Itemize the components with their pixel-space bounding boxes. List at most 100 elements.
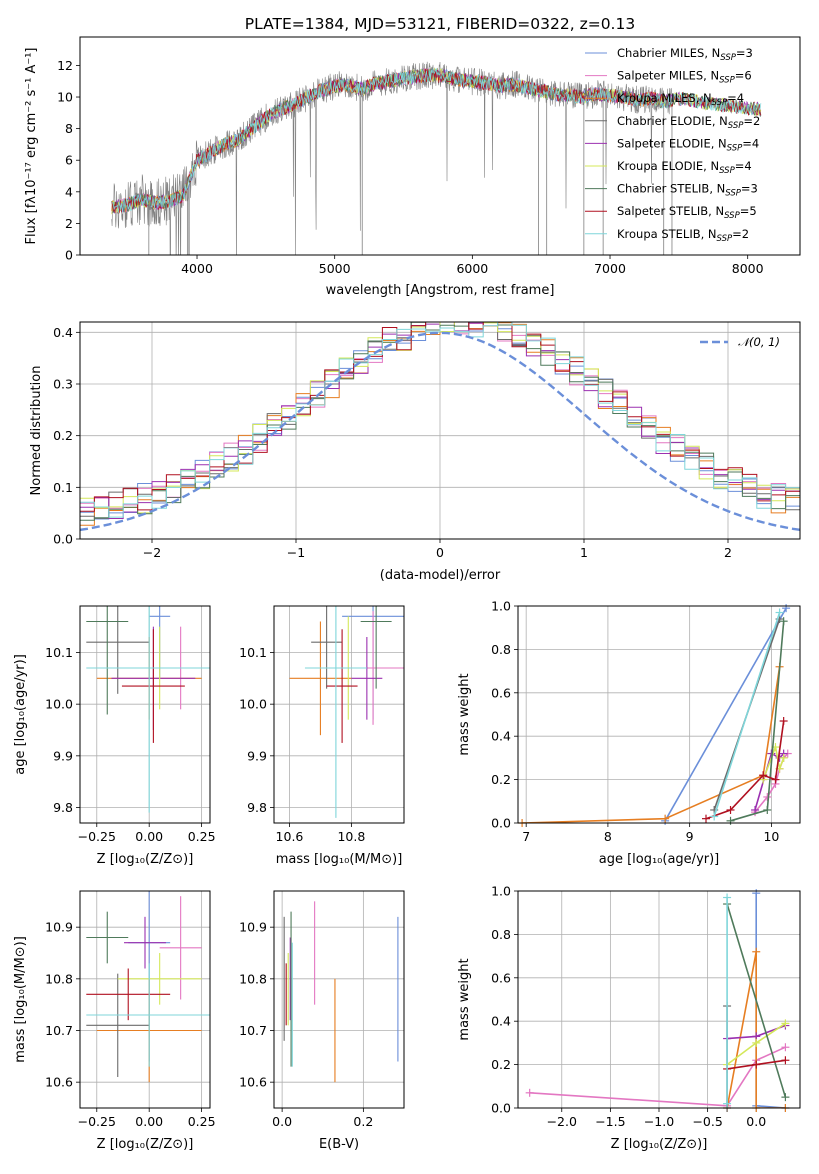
Z-age-axes: −0.25 0.00 0.25 9.8 9.9 10.0 10.1 Z [log₁₀(Z/Z⊙…: [13, 605, 216, 867]
x-tick-label: 4000: [181, 261, 213, 276]
x-tick-label: 9: [686, 829, 694, 844]
data-marker: [763, 792, 772, 801]
x-tick-label: −1: [287, 545, 305, 560]
y-axis-label: mass [log₁₀(M/M⊙)]: [13, 936, 28, 1063]
figure-title: PLATE=1384, MJD=53121, FIBERID=0322, z=0…: [245, 15, 635, 33]
legend-entry: Salpeter STELIB, NSSP=5: [617, 204, 757, 221]
legend-entry: Chabrier MILES, NSSP=3: [617, 46, 753, 63]
x-axis-label: (data-model)/error: [380, 568, 501, 583]
ebv-mass-axes: 0.0 0.2 10.6 10.7 10.8 10.9 E(B-V): [239, 890, 405, 1152]
y-tick-label: 0.6: [491, 685, 511, 700]
y-tick-label: 10.8: [239, 971, 267, 986]
legend-entry: Kroupa MILES, NSSP=4: [617, 91, 744, 108]
x-tick-label: −0.25: [78, 829, 116, 844]
legend-entry: 𝒩(0, 1): [738, 335, 780, 349]
x-tick-label: 5000: [319, 261, 351, 276]
y-tick-label: 0.3: [53, 377, 73, 392]
errorbar-point: [311, 606, 343, 689]
legend-entry: Chabrier ELODIE, NSSP=2: [617, 114, 760, 131]
data-marker: [751, 805, 760, 814]
y-tick-label: 0.8: [491, 642, 511, 657]
x-tick-label: 6000: [456, 261, 488, 276]
x-tick-label: 0: [436, 545, 444, 560]
x-tick-label: 0.00: [135, 829, 163, 844]
legend-entry: Salpeter ELODIE, NSSP=4: [617, 136, 759, 153]
residual-histogram-axes: −2 −1 0 1 2 0.0 0.1 0.2 0.3 0.4 (data-model)/error…: [29, 321, 801, 583]
errorbar-point: [86, 973, 150, 1077]
y-tick-label: 10: [57, 90, 73, 105]
errorbar-point: [304, 606, 367, 818]
data-marker: [726, 805, 735, 814]
data-marker: [752, 889, 761, 898]
data-marker: [661, 814, 670, 823]
x-tick-label: 0.2: [353, 1114, 373, 1129]
data-marker: [752, 947, 761, 956]
errorbar-point: [360, 606, 392, 689]
normal-curve: [80, 331, 800, 532]
y-tick-label: 10.6: [45, 1075, 73, 1090]
errorbar-point: [86, 911, 129, 964]
y-axis-label: Normed distribution: [29, 366, 44, 496]
y-axis-label: Flux [fλ10⁻¹⁷ erg cm⁻² s⁻¹ A⁻¹]: [24, 48, 39, 245]
x-tick-label: −1.5: [595, 1114, 625, 1129]
x-tick-label: −2: [143, 545, 161, 560]
data-marker: [525, 1088, 534, 1097]
data-marker: [782, 604, 791, 613]
histogram-salpeter_stelib: [80, 322, 800, 512]
data-marker: [779, 753, 788, 762]
legend-entry: Chabrier STELIB, NSSP=3: [617, 182, 758, 199]
y-tick-label: 0.8: [491, 927, 511, 942]
data-marker: [752, 1038, 761, 1047]
y-tick-label: 10.7: [45, 1023, 73, 1038]
massweight-series: [726, 951, 786, 1108]
y-tick-label: 10.6: [239, 1075, 267, 1090]
massweight-series: [529, 1046, 786, 1107]
x-tick-label: 0.25: [188, 829, 216, 844]
x-tick-label: 0.25: [188, 1114, 216, 1129]
model-spectrum-kroupa_stelib: [111, 68, 762, 214]
y-tick-label: 9.8: [53, 800, 73, 815]
y-tick-label: 9.8: [247, 800, 267, 815]
y-tick-label: 10.0: [45, 697, 73, 712]
massweight-series: [726, 903, 787, 1098]
x-tick-label: 7000: [594, 261, 626, 276]
massweight-series: [762, 744, 785, 780]
y-axis-label: age [log₁₀(age/yr)]: [13, 654, 28, 775]
data-marker: [771, 775, 780, 784]
y-tick-label: 0.2: [491, 1057, 511, 1072]
errorbar-point: [86, 606, 210, 813]
Z-mass-axes: −0.25 0.00 0.25 10.6 10.7 10.8 10.9 Z [log₁₀(Z/…: [13, 890, 216, 1152]
y-tick-label: 0.0: [491, 816, 511, 831]
data-marker: [723, 893, 732, 902]
massweight-series: [755, 893, 786, 1108]
y-tick-label: 10.7: [239, 1023, 267, 1038]
y-tick-label: 4: [65, 184, 73, 199]
x-tick-label: −2.0: [547, 1114, 577, 1129]
data-marker: [726, 816, 735, 825]
histogram-kroupa_stelib: [80, 322, 800, 518]
y-tick-label: 12: [57, 58, 73, 73]
spectrum-axes: 4000 5000 6000 7000 8000 0 2 4 6 8 10 12 wavelength …: [24, 36, 801, 298]
data-marker: [779, 717, 788, 726]
axes-frame: [517, 890, 801, 1109]
y-tick-label: 1.0: [491, 884, 511, 899]
y-tick-label: 0.0: [491, 1101, 511, 1116]
axes-frame: [79, 605, 211, 824]
y-tick-label: 9.9: [53, 748, 73, 763]
y-tick-label: 2: [65, 216, 73, 231]
errorbar-point: [86, 606, 129, 715]
massweight-series: [730, 621, 785, 822]
errorbar-point: [86, 963, 210, 1067]
y-tick-label: 0.2: [53, 428, 73, 443]
x-tick-label: 0.0: [272, 1114, 292, 1129]
x-axis-label: Z [log₁₀(Z/Z⊙)]: [97, 852, 194, 867]
errorbar-point: [326, 629, 358, 743]
y-tick-label: 0.2: [491, 772, 511, 787]
data-marker: [781, 1056, 790, 1065]
axes-frame: [517, 605, 801, 824]
y-tick-label: 0.4: [491, 729, 511, 744]
legend-entry: Kroupa STELIB, NSSP=2: [617, 227, 749, 244]
y-tick-label: 0.4: [491, 1014, 511, 1029]
errorbar-point: [117, 953, 202, 1005]
